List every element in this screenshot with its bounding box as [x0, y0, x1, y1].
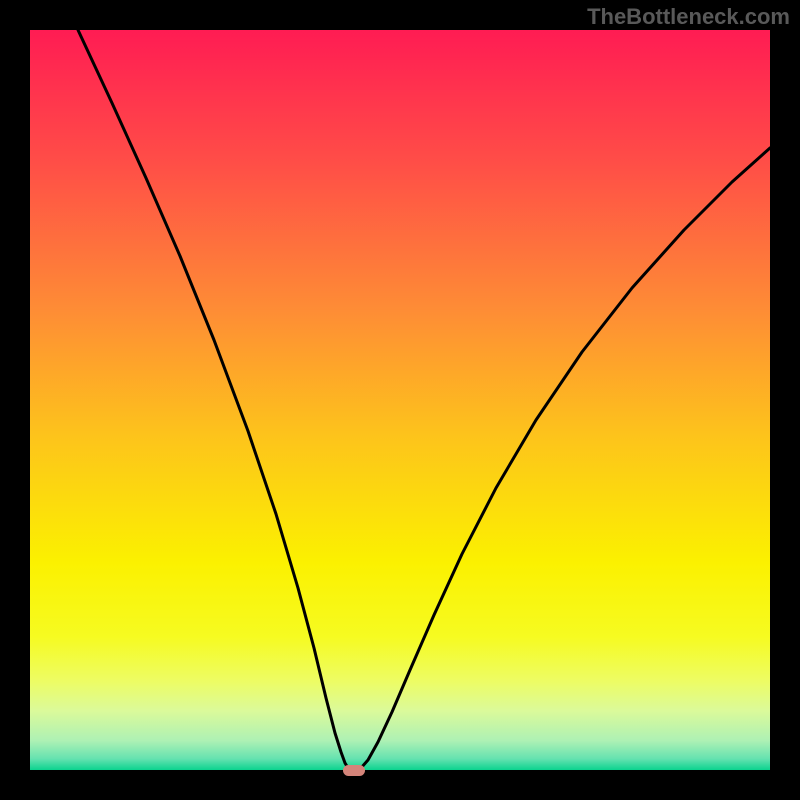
optimal-point-marker: [343, 765, 365, 776]
watermark-text: TheBottleneck.com: [587, 4, 790, 30]
bottleneck-curve: [30, 30, 770, 770]
